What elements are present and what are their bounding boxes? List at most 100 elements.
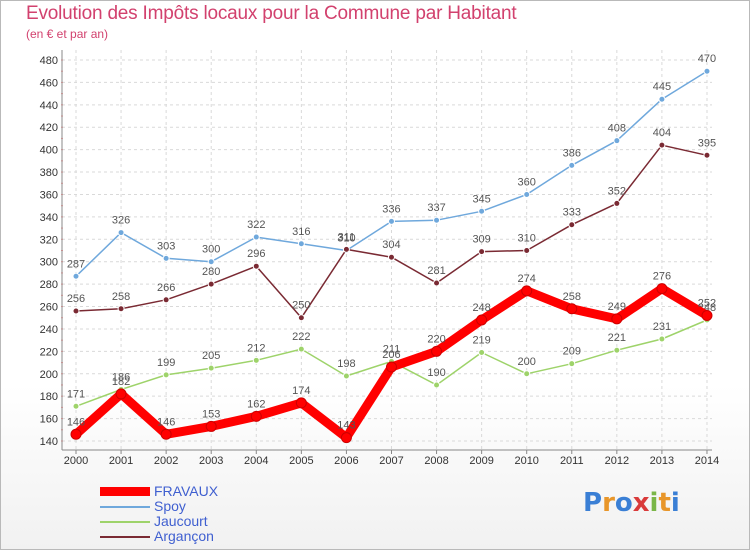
data-point-spoy: [207, 258, 215, 266]
data-label-arganon: 333: [563, 207, 581, 219]
data-label-spoy: 326: [112, 215, 130, 227]
data-label-spoy: 316: [292, 226, 310, 238]
y-tick-label: 460: [40, 77, 58, 89]
y-tick-label: 400: [40, 145, 58, 157]
data-point-arganon: [162, 296, 170, 304]
x-tick-label: 2005: [289, 455, 313, 467]
x-tick-label: 2004: [244, 455, 268, 467]
data-point-fravaux: [205, 420, 217, 432]
data-label-fravaux: 162: [247, 398, 265, 410]
data-point-fravaux: [340, 432, 352, 444]
data-label-fravaux: 146: [157, 416, 175, 428]
data-label-jaucourt: 209: [563, 346, 581, 358]
data-point-spoy: [703, 67, 711, 75]
proxiti-logo: Proxiti: [583, 488, 680, 518]
data-label-arganon: 310: [518, 233, 536, 245]
data-point-spoy: [523, 190, 531, 198]
data-label-fravaux: 153: [202, 408, 220, 420]
data-label-arganon: 352: [608, 185, 626, 197]
data-point-fravaux: [250, 410, 262, 422]
legend-swatch-fravaux: [100, 487, 150, 496]
y-tick-label: 180: [40, 391, 58, 403]
legend-label-fravaux: FRAVAUX: [154, 483, 219, 499]
data-point-jaucourt: [433, 381, 441, 389]
data-label-spoy: 322: [247, 219, 265, 231]
data-point-arganon: [658, 141, 666, 149]
data-point-fravaux: [385, 361, 397, 373]
logo-letter: x: [632, 488, 650, 518]
legend-label-spoy: Spoy: [154, 498, 186, 514]
data-point-arganon: [478, 248, 486, 256]
x-tick-label: 2008: [424, 455, 448, 467]
data-point-jaucourt: [523, 370, 531, 378]
data-label-arganon: 250: [292, 300, 310, 312]
data-point-arganon: [703, 151, 711, 159]
legend-swatch-spoy: [100, 506, 150, 508]
logo-letter: o: [614, 488, 633, 518]
x-tick-label: 2014: [695, 455, 719, 467]
data-label-spoy: 336: [382, 203, 400, 215]
y-tick-label: 320: [40, 234, 58, 246]
data-point-spoy: [478, 207, 486, 215]
data-label-fravaux: 206: [382, 349, 400, 361]
data-label-jaucourt: 231: [653, 321, 671, 333]
data-point-arganon: [387, 253, 395, 261]
data-point-arganon: [117, 305, 125, 313]
data-label-arganon: 404: [653, 127, 671, 139]
data-point-spoy: [162, 254, 170, 262]
data-point-jaucourt: [478, 348, 486, 356]
data-point-fravaux: [476, 314, 488, 326]
data-label-jaucourt: 212: [247, 342, 265, 354]
y-tick-label: 280: [40, 279, 58, 291]
data-label-jaucourt: 186: [112, 371, 130, 383]
data-label-fravaux: 249: [608, 301, 626, 313]
data-label-fravaux: 174: [292, 385, 310, 397]
data-point-arganon: [252, 262, 260, 270]
y-tick-label: 140: [40, 436, 58, 448]
data-label-fravaux: 248: [472, 302, 490, 314]
data-point-spoy: [72, 272, 80, 280]
x-tick-label: 2010: [514, 455, 538, 467]
y-tick-label: 440: [40, 100, 58, 112]
data-label-arganon: 266: [157, 282, 175, 294]
data-label-spoy: 360: [518, 176, 536, 188]
y-tick-label: 160: [40, 414, 58, 426]
y-tick-label: 360: [40, 189, 58, 201]
data-point-jaucourt: [613, 346, 621, 354]
data-label-spoy: 287: [67, 258, 85, 270]
x-tick-label: 2009: [469, 455, 493, 467]
data-label-jaucourt: 200: [518, 356, 536, 368]
logo-letter: i: [649, 488, 659, 518]
data-label-arganon: 304: [382, 239, 400, 251]
data-label-spoy: 345: [472, 193, 490, 205]
data-point-fravaux: [115, 388, 127, 400]
data-point-arganon: [207, 280, 215, 288]
data-label-arganon: 258: [112, 291, 130, 303]
data-label-spoy: 337: [427, 202, 445, 214]
data-label-fravaux: 143: [337, 420, 355, 432]
data-point-jaucourt: [658, 335, 666, 343]
data-label-spoy: 310: [337, 233, 355, 245]
data-point-jaucourt: [297, 345, 305, 353]
data-label-arganon: 395: [698, 137, 716, 149]
x-tick-label: 2007: [379, 455, 403, 467]
data-label-spoy: 408: [608, 123, 626, 135]
data-point-arganon: [613, 199, 621, 207]
data-label-fravaux: 274: [518, 273, 536, 285]
x-tick-label: 2002: [154, 455, 178, 467]
data-point-jaucourt: [207, 364, 215, 372]
data-point-arganon: [523, 247, 531, 254]
data-label-fravaux: 220: [427, 333, 445, 345]
data-point-spoy: [297, 240, 305, 248]
data-point-jaucourt: [342, 372, 350, 380]
data-point-arganon: [72, 307, 80, 315]
data-label-spoy: 445: [653, 81, 671, 93]
data-label-jaucourt: 205: [202, 350, 220, 362]
data-point-fravaux: [611, 313, 623, 325]
data-label-fravaux: 146: [67, 416, 85, 428]
data-point-fravaux: [656, 283, 668, 295]
y-tick-label: 200: [40, 369, 58, 381]
data-point-arganon: [568, 221, 576, 229]
data-label-arganon: 280: [202, 266, 220, 278]
